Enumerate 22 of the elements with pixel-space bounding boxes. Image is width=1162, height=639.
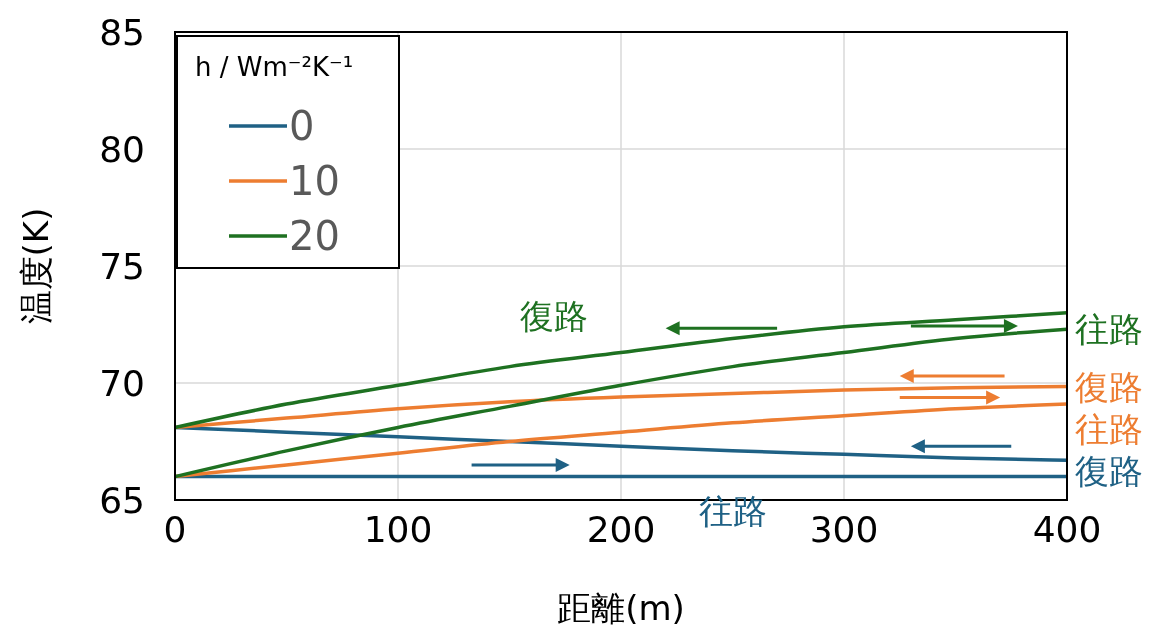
annotation: 往路	[698, 490, 767, 531]
x-tick-label: 400	[1032, 509, 1102, 550]
y-tick-label: 75	[99, 245, 145, 287]
annotation: 復路	[1075, 366, 1143, 407]
y-tick-label: 65	[99, 479, 145, 521]
x-tick-label: 200	[586, 509, 656, 550]
legend-title: h / Wm⁻²K⁻¹	[195, 52, 354, 82]
y-tick-label: 80	[99, 128, 145, 170]
x-tick-label: 300	[809, 509, 879, 550]
y-tick-label: 70	[99, 362, 145, 404]
x-tick-label: 100	[363, 509, 433, 550]
x-tick-label: 0	[163, 509, 187, 550]
y-axis-title: 温度(K)	[16, 207, 56, 325]
x-axis-title: 距離(m)	[557, 588, 685, 628]
legend-label: 0	[289, 103, 315, 149]
annotation: 往路	[1075, 309, 1143, 350]
legend-label: 10	[289, 158, 340, 204]
legend-label: 20	[289, 213, 340, 259]
annotation: 復路	[1075, 450, 1143, 491]
annotation: 往路	[1075, 408, 1143, 449]
annotation: 復路	[520, 295, 589, 336]
y-tick-label: 85	[99, 11, 145, 53]
